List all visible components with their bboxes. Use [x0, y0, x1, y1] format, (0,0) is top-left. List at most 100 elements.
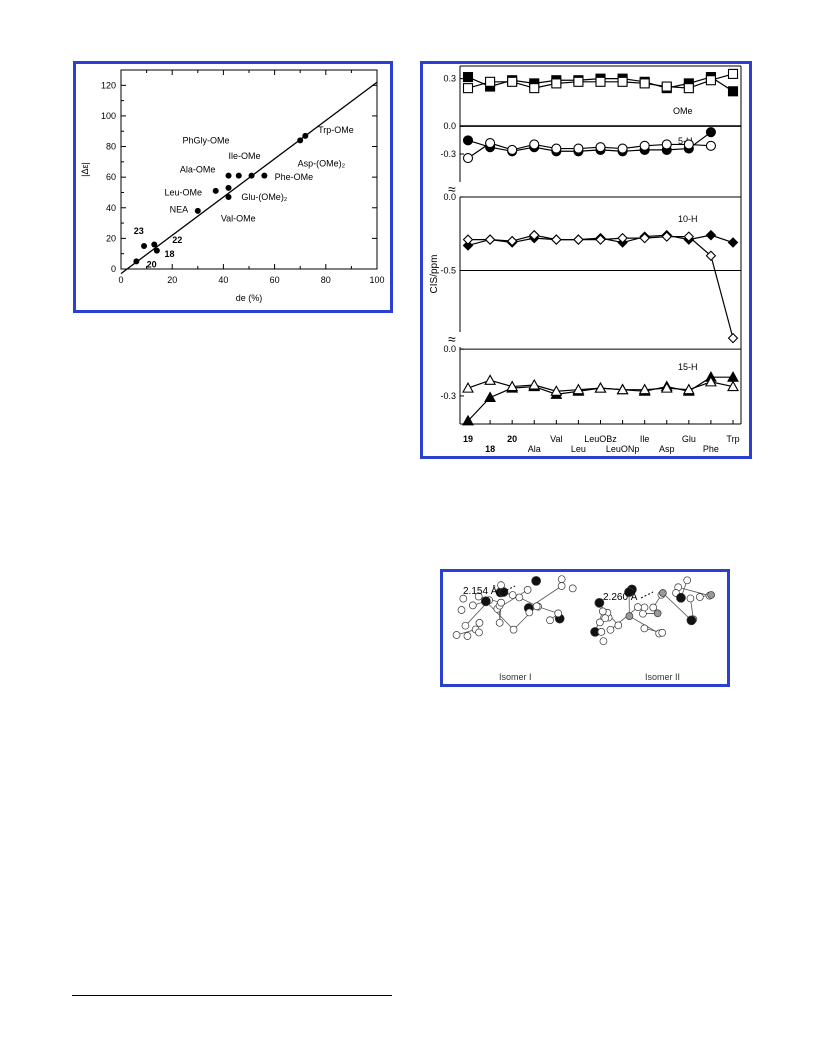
- atom: [546, 616, 554, 625]
- x-category-label: 20: [507, 434, 517, 444]
- atom: [625, 612, 634, 620]
- bond: [678, 586, 710, 597]
- circle-marker: [683, 139, 694, 150]
- diamond-marker: [639, 232, 650, 244]
- atom: [649, 603, 658, 612]
- atom: [452, 631, 461, 639]
- square-marker: [705, 75, 716, 86]
- atom: [686, 615, 697, 626]
- atom: [463, 632, 472, 640]
- x-tick-label: 100: [369, 275, 384, 285]
- atom: [695, 593, 704, 601]
- data-point: [225, 184, 232, 191]
- y-tick-label: 20: [106, 233, 116, 243]
- triangle-marker: [572, 383, 585, 395]
- bond: [485, 600, 514, 630]
- square-marker: [683, 83, 694, 94]
- atom: [523, 586, 532, 594]
- triangle-marker: [594, 381, 607, 393]
- atom: [599, 637, 608, 646]
- atom: [457, 606, 466, 614]
- atom: [459, 594, 468, 603]
- data-point: [302, 132, 309, 139]
- atom: [508, 591, 517, 599]
- circle-marker: [462, 135, 474, 146]
- isomer-2-name-label: Isomer II: [645, 672, 680, 682]
- atom: [624, 587, 634, 597]
- data-point: [225, 194, 232, 201]
- atom: [509, 625, 518, 634]
- y-tick-label: 40: [106, 203, 116, 213]
- square-marker: [661, 81, 672, 92]
- triangle-marker: [484, 391, 497, 403]
- square-marker: [462, 83, 474, 94]
- data-point: [151, 241, 158, 248]
- atom: [597, 628, 606, 636]
- x-category-label: Phe: [703, 444, 719, 454]
- panel-label: OMe: [673, 106, 693, 116]
- square-marker: [727, 68, 739, 79]
- point-label: Ala-OMe: [180, 165, 216, 175]
- point-label: Leu-OMe: [165, 188, 203, 198]
- y-tick-label: 0.3: [443, 74, 456, 84]
- atom: [568, 584, 577, 593]
- diamond-marker: [506, 235, 518, 247]
- x-tick-label: 80: [321, 275, 331, 285]
- data-point: [133, 258, 140, 265]
- atom: [686, 594, 695, 603]
- x-tick-label: 60: [270, 275, 280, 285]
- atom: [596, 618, 604, 627]
- atom: [531, 576, 542, 586]
- x-tick-label: 0: [118, 275, 123, 285]
- y-tick-label: 0.0: [443, 344, 456, 354]
- data-point: [297, 137, 304, 144]
- diamond-marker: [551, 234, 562, 245]
- x-tick-label: 20: [167, 275, 177, 285]
- y-axis-label: CIS/ppm: [429, 255, 440, 294]
- data-point: [194, 207, 201, 214]
- atom: [634, 603, 642, 611]
- x-category-label: Ala: [528, 444, 541, 454]
- triangle-marker: [462, 381, 474, 393]
- square-marker: [595, 76, 606, 87]
- isomer-1-name-label: Isomer I: [499, 672, 532, 682]
- circle-marker: [529, 139, 540, 150]
- series-line: [468, 234, 734, 339]
- isomer-1-molecule: [452, 575, 577, 640]
- atom: [515, 593, 524, 602]
- x-category-label: 19: [463, 434, 473, 444]
- figure-1-scatter-panel: 0 20 40 60 80 100 0 20 40 60 80 100 120 de (%) |Δε| Trp…: [73, 61, 393, 313]
- isomer-1-distance-label: 2.154 Å: [463, 584, 498, 597]
- square-marker: [573, 76, 584, 87]
- square-marker: [485, 76, 496, 87]
- point-label: 22: [172, 235, 182, 245]
- diamond-marker: [727, 332, 739, 344]
- diamond-marker: [705, 229, 717, 241]
- y-tick-label: 0.0: [443, 192, 456, 202]
- triangle-marker: [660, 381, 673, 393]
- circle-marker: [551, 143, 562, 154]
- diamond-marker: [595, 234, 606, 245]
- circle-marker: [639, 140, 650, 151]
- circle-marker: [705, 140, 716, 151]
- triangle-marker: [704, 375, 717, 387]
- square-marker: [727, 86, 739, 97]
- triangle-marker: [550, 385, 563, 396]
- atom: [614, 621, 623, 630]
- y-tick-label: 120: [101, 80, 116, 90]
- point-label: PhGly-OMe: [182, 135, 229, 145]
- circle-marker: [462, 153, 474, 164]
- data-point: [235, 172, 242, 179]
- x-tick-label: 40: [218, 275, 228, 285]
- x-category-label: Ile: [640, 434, 650, 444]
- y-tick-label: -0.3: [440, 149, 456, 159]
- point-label: Trp-OMe: [318, 125, 354, 135]
- x-category-label: Leu: [571, 444, 586, 454]
- panel-label: 15-H: [678, 362, 698, 372]
- atom: [658, 589, 667, 597]
- point-label: Ile-OMe: [229, 151, 261, 161]
- square-marker: [507, 76, 518, 87]
- diamond-marker: [683, 231, 695, 242]
- atom: [683, 576, 692, 585]
- atom: [497, 598, 505, 607]
